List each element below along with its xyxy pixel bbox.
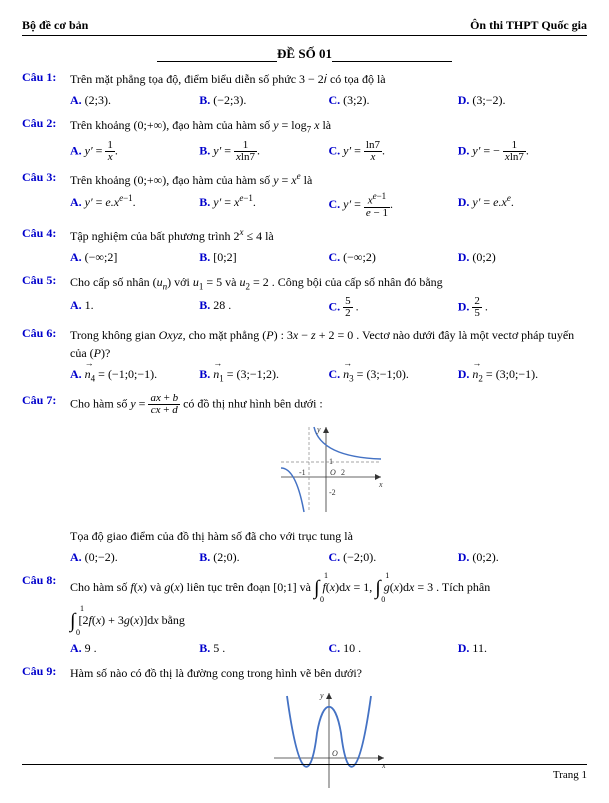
svg-text:x: x (378, 480, 383, 489)
choice: B. 5 . (199, 639, 328, 657)
header-rule (22, 35, 587, 36)
choice: B. 28 . (199, 296, 328, 319)
choice: C. y′ = ln7x. (329, 140, 458, 163)
choice: B. (2;0). (199, 548, 328, 566)
choice: C. 10 . (329, 639, 458, 657)
choice: D. 25 . (458, 296, 587, 319)
svg-text:2: 2 (341, 468, 345, 477)
header-right: Ôn thi THPT Quốc gia (470, 18, 587, 33)
choice: D. y′ = − 1xln7. (458, 140, 587, 163)
question: Câu 6:Trong không gian Oxyz, cho mặt phẳ… (22, 326, 587, 389)
question-text: Cho hàm số y = ax + bcx + d có đồ thị nh… (70, 393, 587, 416)
choices: A. (−∞;2]B. [0;2]C. (−∞;2)D. (0;2) (70, 248, 587, 266)
header-left: Bộ đề cơ bản (22, 18, 88, 33)
title-text: ĐỀ SỐ 01 (277, 46, 332, 61)
choice: C. (−∞;2) (329, 248, 458, 266)
choice: A. 9 . (70, 639, 199, 657)
question-text: Trên khoảng (0;+∞), đạo hàm của hàm số y… (70, 170, 587, 189)
question-text: Cho cấp số nhân (un) với u1 = 5 và u2 = … (70, 273, 587, 294)
question-text: Trong không gian Oxyz, cho mặt phẳng (P)… (70, 326, 587, 362)
graph-quartic: O x y (70, 688, 587, 797)
choice: D. 11. (458, 639, 587, 657)
question: Câu 7:Cho hàm số y = ax + bcx + d có đồ … (22, 393, 587, 569)
choices: A. (0;−2).B. (2;0).C. (−2;0).D. (0;2). (70, 548, 587, 566)
question-label: Câu 3: (22, 170, 70, 222)
question: Câu 3:Trên khoảng (0;+∞), đạo hàm của hà… (22, 170, 587, 222)
choices: A. 1.B. 28 .C. 52 .D. 25 . (70, 296, 587, 319)
svg-text:-1: -1 (299, 468, 306, 477)
svg-text:O: O (330, 468, 336, 477)
choice: B. n1 = (3;−1;2). (199, 365, 328, 386)
choice: D. n2 = (3;0;−1). (458, 365, 587, 386)
svg-text:O: O (332, 749, 338, 758)
svg-text:y: y (316, 425, 321, 434)
question-text-2: ∫10 [2f(x) + 3g(x)]dx bằng (70, 606, 587, 636)
choice: A. y′ = 1x. (70, 140, 199, 163)
choices: A. (2;3).B. (−2;3).C. (3;2).D. (3;−2). (70, 91, 587, 109)
svg-text:-2: -2 (329, 488, 336, 497)
choice: B. y′ = xe−1. (199, 192, 328, 219)
question: Câu 4:Tập nghiệm của bất phương trình 2x… (22, 226, 587, 269)
choice: A. (2;3). (70, 91, 199, 109)
question: Câu 8:Cho hàm số f(x) và g(x) liên tục t… (22, 573, 587, 660)
question-body: Cho hàm số y = ax + bcx + d có đồ thị nh… (70, 393, 587, 569)
choice: C. y′ = xe−1e − 1. (329, 192, 458, 219)
question-label: Câu 5: (22, 273, 70, 323)
question: Câu 9:Hàm số nào có đồ thị là đường cong… (22, 664, 587, 803)
question-body: Trong không gian Oxyz, cho mặt phẳng (P)… (70, 326, 587, 389)
question-label: Câu 7: (22, 393, 70, 569)
choice: A. (0;−2). (70, 548, 199, 566)
choice: A. (−∞;2] (70, 248, 199, 266)
question-body: Cho cấp số nhân (un) với u1 = 5 và u2 = … (70, 273, 587, 323)
choice: D. y′ = e.xe. (458, 192, 587, 219)
choice: D. (0;2). (458, 548, 587, 566)
choice: A. 1. (70, 296, 199, 319)
choices: A. 9 .B. 5 .C. 10 .D. 11. (70, 639, 587, 657)
question-text: Cho hàm số f(x) và g(x) liên tục trên đo… (70, 573, 587, 603)
question-text: Trên khoảng (0;+∞), đạo hàm của hàm số y… (70, 116, 587, 137)
question-label: Câu 8: (22, 573, 70, 660)
choice: A. n4 = (−1;0;−1). (70, 365, 199, 386)
question-body: Trên mặt phẳng tọa độ, điểm biểu diễn số… (70, 70, 587, 112)
choice: D. (3;−2). (458, 91, 587, 109)
page-header: Bộ đề cơ bản Ôn thi THPT Quốc gia (22, 18, 587, 33)
question: Câu 2:Trên khoảng (0;+∞), đạo hàm của hà… (22, 116, 587, 166)
question-body: Trên khoảng (0;+∞), đạo hàm của hàm số y… (70, 116, 587, 166)
choice: A. y′ = e.xe−1. (70, 192, 199, 219)
choice: B. y′ = 1xln7. (199, 140, 328, 163)
question-body: Tập nghiệm của bất phương trình 2x ≤ 4 l… (70, 226, 587, 269)
svg-text:y: y (319, 691, 324, 700)
choice: C. (−2;0). (329, 548, 458, 566)
choices: A. n4 = (−1;0;−1).B. n1 = (3;−1;2).C. n3… (70, 365, 587, 386)
choices: A. y′ = e.xe−1.B. y′ = xe−1.C. y′ = xe−1… (70, 192, 587, 219)
question-text-2: Tọa độ giao điểm của đồ thị hàm số đã ch… (70, 527, 587, 545)
svg-text:1: 1 (329, 457, 333, 466)
graph-rational: O x y 2 -1 -2 1 (70, 422, 587, 521)
choice: D. (0;2) (458, 248, 587, 266)
question-label: Câu 2: (22, 116, 70, 166)
question-body: Hàm số nào có đồ thị là đường cong trong… (70, 664, 587, 803)
choices: A. y′ = 1x.B. y′ = 1xln7.C. y′ = ln7x.D.… (70, 140, 587, 163)
choice: B. [0;2] (199, 248, 328, 266)
question-label: Câu 1: (22, 70, 70, 112)
choice: C. (3;2). (329, 91, 458, 109)
question-label: Câu 9: (22, 664, 70, 803)
choice: C. 52 . (329, 296, 458, 319)
question-body: Trên khoảng (0;+∞), đạo hàm của hàm số y… (70, 170, 587, 222)
svg-text:x: x (381, 761, 386, 770)
page-footer: Trang 1 (553, 769, 587, 781)
question-label: Câu 4: (22, 226, 70, 269)
question-text: Tập nghiệm của bất phương trình 2x ≤ 4 l… (70, 226, 587, 245)
exam-title: ĐỀ SỐ 01 (22, 46, 587, 62)
questions-container: Câu 1:Trên mặt phẳng tọa độ, điểm biểu d… (22, 70, 587, 803)
question: Câu 5:Cho cấp số nhân (un) với u1 = 5 và… (22, 273, 587, 323)
question-text: Hàm số nào có đồ thị là đường cong trong… (70, 664, 587, 682)
question-label: Câu 6: (22, 326, 70, 389)
question-body: Cho hàm số f(x) và g(x) liên tục trên đo… (70, 573, 587, 660)
choice: C. n3 = (3;−1;0). (329, 365, 458, 386)
footer-rule (22, 764, 587, 765)
choice: B. (−2;3). (199, 91, 328, 109)
question: Câu 1:Trên mặt phẳng tọa độ, điểm biểu d… (22, 70, 587, 112)
question-text: Trên mặt phẳng tọa độ, điểm biểu diễn số… (70, 70, 587, 88)
